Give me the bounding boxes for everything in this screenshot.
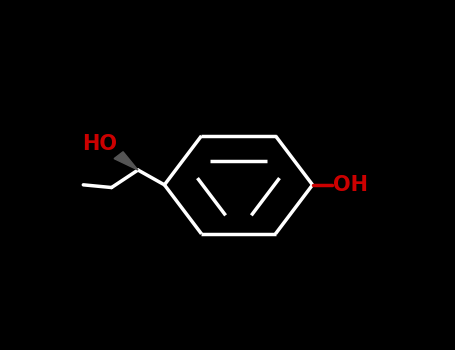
Text: HO: HO	[82, 134, 117, 154]
Text: OH: OH	[333, 175, 368, 195]
Polygon shape	[114, 152, 138, 170]
